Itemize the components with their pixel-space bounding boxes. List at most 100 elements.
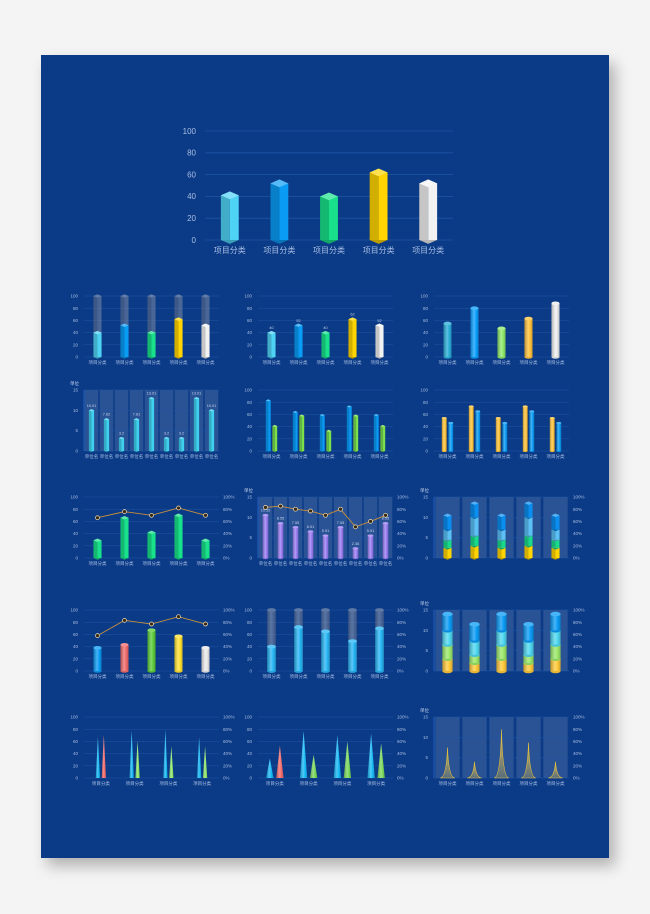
y-tick-label: 20: [247, 436, 253, 441]
stack-segment: [442, 611, 453, 633]
column-band: [363, 497, 378, 558]
column-band: [114, 390, 129, 451]
line-marker: [122, 509, 127, 514]
right-tick-label: 80%: [223, 507, 232, 512]
right-tick-label: 0%: [573, 556, 580, 561]
y-tick-label: 40: [247, 644, 253, 649]
value-label: 52: [296, 319, 300, 323]
bar: [377, 743, 385, 778]
bar: [220, 191, 239, 244]
right-tick-label: 0%: [223, 669, 230, 674]
bar: [120, 323, 129, 359]
y-tick-label: 80: [423, 306, 429, 311]
line-marker: [95, 633, 100, 638]
bar: [375, 323, 384, 359]
x-tick-label: 项目分类: [266, 780, 284, 787]
bar: [502, 421, 508, 453]
bar: [343, 741, 352, 778]
value-label: 40: [323, 326, 327, 330]
y-tick-label: 60: [423, 412, 429, 417]
right-tick-label: 60%: [223, 519, 232, 524]
right-tick-label: 60%: [573, 632, 582, 637]
x-tick-label: 单位名: [145, 453, 159, 460]
x-tick-label: 项目分类: [520, 453, 538, 460]
x-tick-label: 单位名: [334, 560, 348, 567]
chart-svg: 0 20 40 60 80 100 0% 20% 40% 60% 80% 100% 项目分类 项目分类 项目…: [70, 608, 234, 680]
right-tick-label: 20%: [397, 763, 406, 768]
bar: [448, 421, 454, 453]
right-tick-label: 100%: [397, 715, 409, 720]
y-tick-label: 0: [249, 449, 252, 454]
chart-svg: 单位 0 5 10 15 0% 20% 40% 60% 80% 100%: [420, 600, 585, 674]
y-tick-label: 20: [187, 214, 196, 223]
x-tick-label: 项目分类: [344, 673, 362, 680]
right-tick-label: 80%: [573, 620, 582, 625]
right-tick-label: 0%: [223, 556, 230, 561]
x-tick-label: 项目分类: [466, 453, 484, 460]
narrow-cone-chart: 0 20 40 60 80 100 0% 20% 40% 60% 80% 100% 项目分类 项目分类 项目…: [68, 707, 243, 789]
right-tick-label: 40%: [397, 644, 406, 649]
y-tick-label: 0: [249, 556, 252, 561]
x-tick-label: 项目分类: [143, 359, 161, 366]
right-tick-label: 80%: [397, 727, 406, 732]
right-tick-label: 100%: [397, 495, 409, 500]
value-label: 13.01: [147, 392, 157, 396]
bar: [120, 642, 129, 673]
y-tick-label: 5: [249, 535, 252, 540]
line-marker: [323, 512, 328, 518]
right-tick-label: 60%: [223, 739, 232, 744]
chart-svg: 0 20 40 60 80 100 项目分类 项目分类 项目分类 项目分类 项目分类: [70, 294, 219, 366]
bar: [266, 758, 274, 778]
bar: [309, 754, 318, 778]
x-tick-label: 单位名: [190, 453, 204, 460]
bar: [276, 745, 284, 778]
x-tick-label: 项目分类: [547, 359, 565, 366]
bar: [202, 746, 208, 778]
bar: [322, 534, 329, 560]
bar: [522, 405, 528, 453]
y-tick-label: 80: [73, 620, 79, 625]
y-tick-label: 80: [73, 507, 79, 512]
bar: [272, 424, 278, 453]
poster-background: [41, 55, 609, 858]
stack-segment: [496, 611, 507, 633]
y-tick-label: 60: [247, 739, 253, 744]
y-tick-label: 60: [73, 519, 79, 524]
right-tick-label: 0%: [397, 776, 404, 781]
x-tick-label: 项目分类: [193, 780, 211, 787]
x-tick-label: 单位名: [130, 453, 144, 460]
line-marker: [293, 506, 298, 512]
right-tick-label: 60%: [397, 632, 406, 637]
y-tick-label: 10: [423, 515, 429, 520]
right-tick-label: 60%: [397, 739, 406, 744]
stack-segment: [470, 501, 479, 520]
value-label: 8.55: [277, 517, 284, 521]
y-tick-label: 60: [247, 632, 253, 637]
chart-svg: 0 20 40 60 80 100 项目分类 项目分类 项目分类 项目分类 项目分类: [420, 294, 569, 366]
y-tick-label: 20: [247, 342, 253, 347]
y-tick-label: 0: [75, 776, 78, 781]
y-tick-label: 40: [423, 330, 429, 335]
y-tick-label: 40: [73, 330, 79, 335]
bar: [470, 306, 479, 359]
y-tick-label: 100: [183, 127, 197, 136]
bar: [556, 421, 562, 453]
bar: [147, 330, 156, 359]
bar: [468, 405, 474, 453]
x-tick-label: 单位名: [319, 560, 333, 567]
x-tick-label: 项目分类: [89, 359, 107, 366]
x-tick-label: 项目分类: [344, 453, 362, 460]
bar: [475, 410, 481, 453]
chart-svg: 0 20 40 60 80 100 0% 20% 40% 60% 80% 100% 项目分类 项目分类 项目…: [244, 715, 409, 787]
x-tick-label: 单位名: [205, 453, 219, 460]
y-tick-label: 100: [244, 715, 252, 720]
y-tick-label: 10: [73, 408, 79, 413]
right-tick-label: 40%: [573, 751, 582, 756]
x-tick-label: 项目分类: [126, 780, 144, 787]
y-tick-label: 5: [75, 428, 78, 433]
right-tick-label: 80%: [397, 620, 406, 625]
right-tick-label: 0%: [573, 669, 580, 674]
bar: [549, 416, 555, 453]
bar: [148, 396, 155, 453]
